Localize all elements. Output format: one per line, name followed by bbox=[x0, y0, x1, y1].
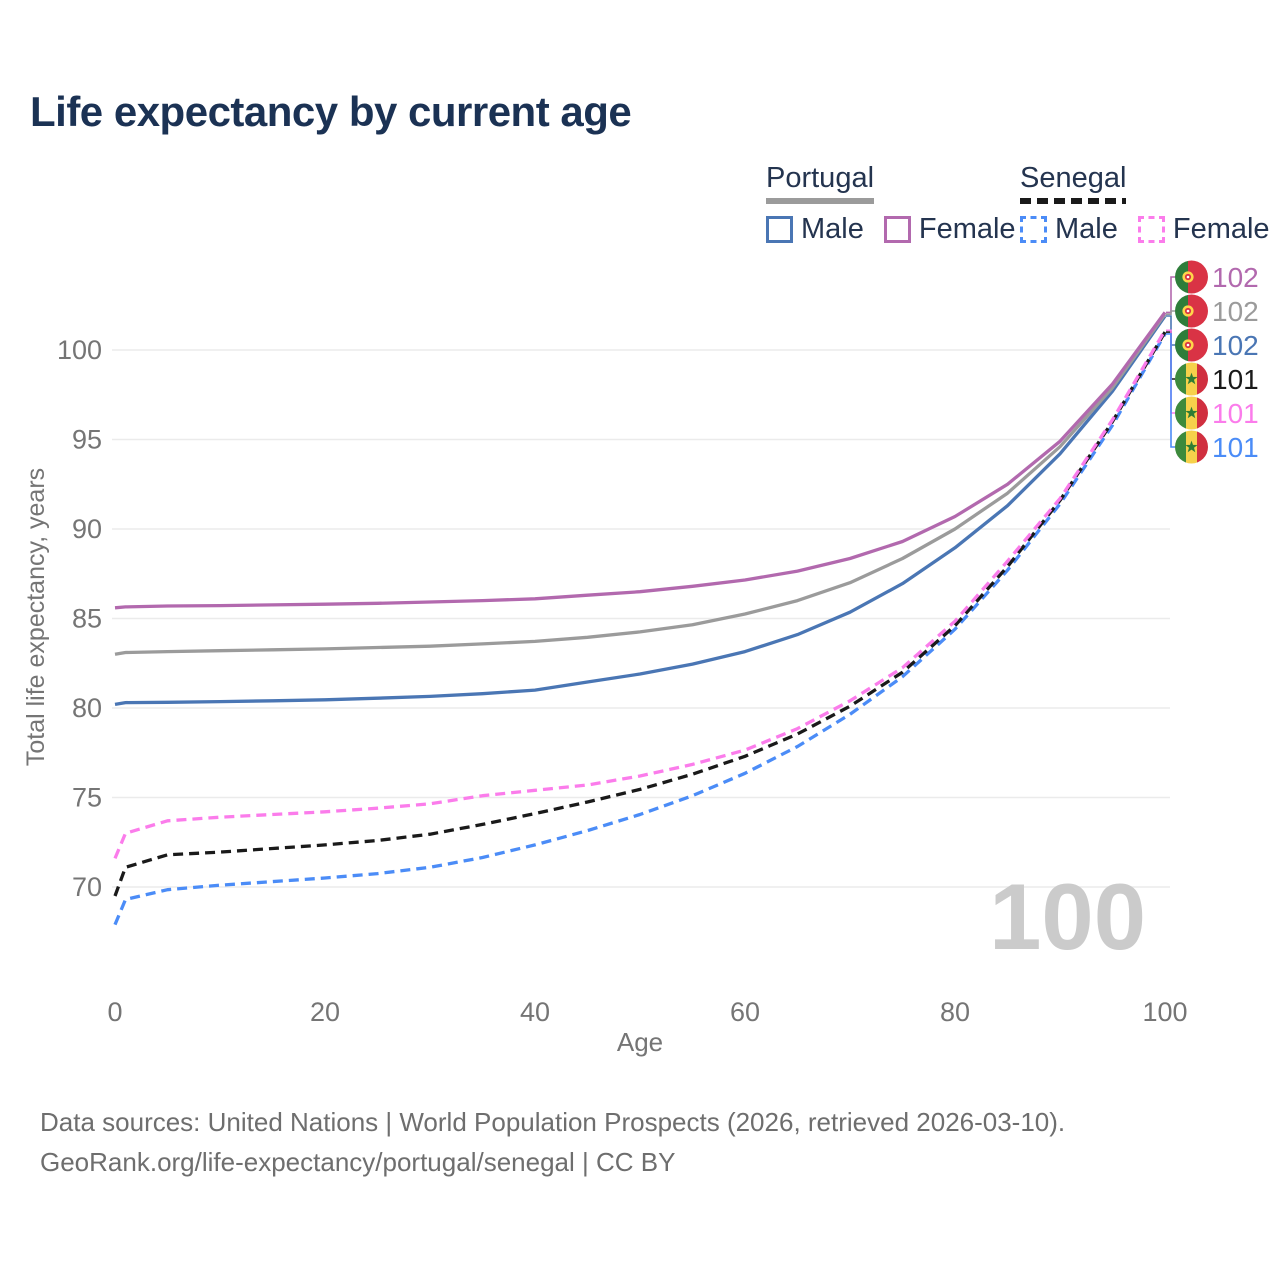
x-tick-label-60: 60 bbox=[730, 997, 760, 1027]
portugal-line-style-swatch bbox=[766, 198, 875, 204]
footer-data-sources: Data sources: United Nations | World Pop… bbox=[40, 1107, 1066, 1137]
end-value-label-senegal-female: 101 bbox=[1212, 398, 1259, 429]
y-tick-label-75: 75 bbox=[72, 783, 102, 813]
x-tick-label-0: 0 bbox=[107, 997, 122, 1027]
end-value-label-portugal-female: 102 bbox=[1212, 262, 1259, 293]
end-value-label-senegal-both-sexes: 101 bbox=[1212, 364, 1259, 395]
legend-country-portugal-label: Portugal bbox=[766, 162, 875, 194]
senegal-female-swatch bbox=[1137, 216, 1165, 243]
portugal-female-swatch bbox=[883, 216, 911, 243]
legend-country-portugal[interactable]: Portugal bbox=[766, 162, 875, 204]
senegal-male-swatch bbox=[1020, 216, 1047, 243]
legend-group-portugal: Portugal Male Female bbox=[766, 162, 1016, 246]
footer-attribution: GeoRank.org/life-expectancy/portugal/sen… bbox=[40, 1147, 676, 1177]
legend-country-senegal-label: Senegal bbox=[1020, 162, 1127, 194]
portugal-female-label: Female bbox=[918, 213, 1016, 245]
age-watermark: 100 bbox=[989, 864, 1146, 969]
series-line-portugal-female bbox=[114, 311, 1167, 610]
series-line-senegal-female bbox=[113, 329, 1167, 860]
senegal-male-label: Male bbox=[1055, 213, 1118, 245]
legend-items-portugal: Male Female bbox=[766, 213, 1016, 246]
legend-item-senegal-male[interactable]: Male bbox=[1020, 213, 1118, 246]
series-line-senegal-male bbox=[113, 333, 1167, 926]
series-line-senegal-both-sexes bbox=[113, 331, 1167, 897]
x-tick-label-80: 80 bbox=[940, 997, 970, 1027]
legend-country-senegal[interactable]: Senegal bbox=[1020, 162, 1127, 204]
portugal-male-label: Male bbox=[801, 213, 864, 245]
y-tick-label-100: 100 bbox=[57, 335, 102, 365]
flag-senegal-icon bbox=[1175, 362, 1208, 396]
x-tick-label-20: 20 bbox=[310, 997, 340, 1027]
legend-item-senegal-female[interactable]: Female bbox=[1137, 213, 1270, 246]
senegal-female-label: Female bbox=[1172, 213, 1270, 245]
y-tick-label-95: 95 bbox=[72, 425, 102, 455]
legend-item-portugal-male[interactable]: Male bbox=[766, 213, 864, 246]
flag-portugal-icon bbox=[1175, 294, 1208, 328]
leader-line-portugal-both-sexes bbox=[1166, 310, 1175, 316]
flag-senegal-icon bbox=[1175, 396, 1208, 430]
legend-group-senegal: Senegal Male Female bbox=[1020, 162, 1270, 246]
end-value-label-portugal-both-sexes: 102 bbox=[1212, 296, 1259, 327]
page-title: Life expectancy by current age bbox=[30, 88, 632, 135]
x-axis-title: Age bbox=[617, 1027, 663, 1057]
x-tick-label-100: 100 bbox=[1142, 997, 1187, 1027]
end-value-label-senegal-male: 101 bbox=[1212, 432, 1259, 463]
legend-item-portugal-female[interactable]: Female bbox=[883, 213, 1016, 246]
portugal-male-swatch bbox=[766, 216, 793, 243]
x-tick-label-40: 40 bbox=[520, 997, 550, 1027]
y-axis-title: Total life expectancy, years bbox=[22, 468, 50, 766]
y-tick-label-85: 85 bbox=[72, 604, 102, 634]
leader-line-senegal-male bbox=[1166, 333, 1175, 448]
senegal-line-style-swatch bbox=[1020, 198, 1127, 204]
series-line-portugal-male bbox=[114, 315, 1167, 707]
series-line-portugal-both-sexes bbox=[114, 313, 1167, 656]
footer: Data sources: United Nations | World Pop… bbox=[40, 1102, 1065, 1182]
flag-portugal-icon bbox=[1175, 328, 1208, 362]
y-tick-label-80: 80 bbox=[72, 693, 102, 723]
flag-portugal-icon bbox=[1175, 260, 1208, 294]
end-value-label-portugal-male: 102 bbox=[1212, 330, 1259, 361]
y-tick-label-90: 90 bbox=[72, 514, 102, 544]
legend-items-senegal: Male Female bbox=[1020, 213, 1270, 246]
flag-senegal-icon bbox=[1175, 430, 1208, 464]
leader-line-portugal-female bbox=[1166, 276, 1175, 314]
y-tick-label-70: 70 bbox=[72, 872, 102, 902]
